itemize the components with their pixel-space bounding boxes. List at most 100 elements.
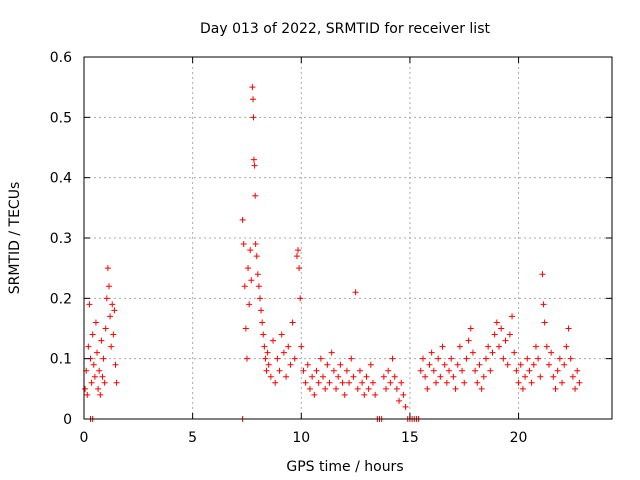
- data-point: [443, 379, 450, 386]
- data-point: [328, 349, 335, 356]
- data-point: [98, 337, 105, 344]
- data-point: [515, 379, 522, 386]
- data-point: [465, 337, 472, 344]
- chart-title: Day 013 of 2022, SRMTID for receiver lis…: [200, 21, 490, 37]
- data-point: [559, 379, 566, 386]
- y-tick-label: 0.5: [50, 110, 72, 126]
- y-tick-label: 0.2: [50, 291, 72, 307]
- data-point: [304, 361, 311, 368]
- data-point: [524, 355, 531, 362]
- data-point: [298, 343, 305, 350]
- data-point: [296, 265, 303, 272]
- data-point: [107, 313, 114, 320]
- data-point: [545, 361, 552, 368]
- data-point: [88, 379, 95, 386]
- data-point: [261, 343, 268, 350]
- data-point: [274, 355, 281, 362]
- data-point: [359, 379, 366, 386]
- data-point: [537, 373, 544, 380]
- data-point: [315, 379, 322, 386]
- data-point: [260, 331, 267, 338]
- data-point: [565, 325, 572, 332]
- data-point: [240, 241, 247, 248]
- data-point: [485, 343, 492, 350]
- data-point: [487, 367, 494, 374]
- data-point: [469, 349, 476, 356]
- data-point: [472, 367, 479, 374]
- data-point: [293, 253, 300, 260]
- data-point: [480, 373, 487, 380]
- data-point: [257, 295, 263, 302]
- data-point: [287, 361, 294, 368]
- data-point: [82, 385, 89, 392]
- data-point: [270, 337, 277, 344]
- data-point: [459, 367, 466, 374]
- data-point: [112, 361, 119, 368]
- data-point: [265, 361, 272, 368]
- data-point: [104, 265, 111, 272]
- data-point: [435, 355, 442, 362]
- data-point: [352, 289, 359, 296]
- data-point: [96, 367, 103, 374]
- data-point: [424, 385, 431, 392]
- data-point: [263, 367, 270, 374]
- data-points: [82, 84, 583, 422]
- data-point: [572, 385, 579, 392]
- data-point: [535, 355, 542, 362]
- data-point: [89, 331, 96, 338]
- data-point: [363, 373, 370, 380]
- gridlines: [84, 57, 612, 419]
- data-point: [367, 361, 374, 368]
- data-point: [267, 373, 274, 380]
- y-tick-label: 0.4: [50, 171, 72, 187]
- data-point: [385, 367, 392, 374]
- data-point: [439, 343, 446, 350]
- data-point: [450, 373, 457, 380]
- data-point: [561, 361, 568, 368]
- data-point: [348, 355, 355, 362]
- data-point: [556, 355, 563, 362]
- data-point: [393, 385, 400, 392]
- data-point: [428, 349, 435, 356]
- data-point: [365, 385, 372, 392]
- data-point: [491, 331, 498, 338]
- data-point: [243, 355, 250, 362]
- data-point: [306, 385, 313, 392]
- data-point: [550, 373, 557, 380]
- data-point: [253, 253, 260, 260]
- data-point: [110, 331, 117, 338]
- data-point: [289, 319, 296, 326]
- data-point: [90, 361, 97, 368]
- x-axis-label: GPS time / hours: [286, 459, 403, 475]
- data-point: [433, 379, 439, 386]
- data-point: [417, 367, 424, 374]
- data-point: [313, 367, 320, 374]
- data-point: [422, 373, 429, 380]
- data-point: [496, 343, 503, 350]
- data-point: [100, 355, 107, 362]
- data-point: [302, 379, 309, 386]
- y-tick-label: 0.6: [50, 50, 72, 66]
- data-point: [249, 84, 256, 91]
- data-point: [324, 361, 331, 368]
- data-point: [330, 367, 337, 374]
- x-tick-label: 15: [401, 430, 419, 446]
- data-point: [506, 331, 513, 338]
- x-tick-label: 20: [510, 430, 528, 446]
- data-point: [113, 379, 120, 386]
- data-point: [400, 391, 407, 398]
- data-point: [99, 373, 106, 380]
- data-point: [569, 373, 576, 380]
- y-tick-label: 0: [63, 412, 72, 428]
- data-point: [567, 355, 574, 362]
- data-point: [248, 277, 255, 284]
- y-tick-label: 0.3: [50, 231, 72, 247]
- data-point: [419, 355, 426, 362]
- data-point: [548, 349, 555, 356]
- data-point: [500, 355, 507, 362]
- data-point: [333, 385, 340, 392]
- data-point: [91, 373, 98, 380]
- data-point: [474, 379, 481, 386]
- data-point: [97, 391, 104, 398]
